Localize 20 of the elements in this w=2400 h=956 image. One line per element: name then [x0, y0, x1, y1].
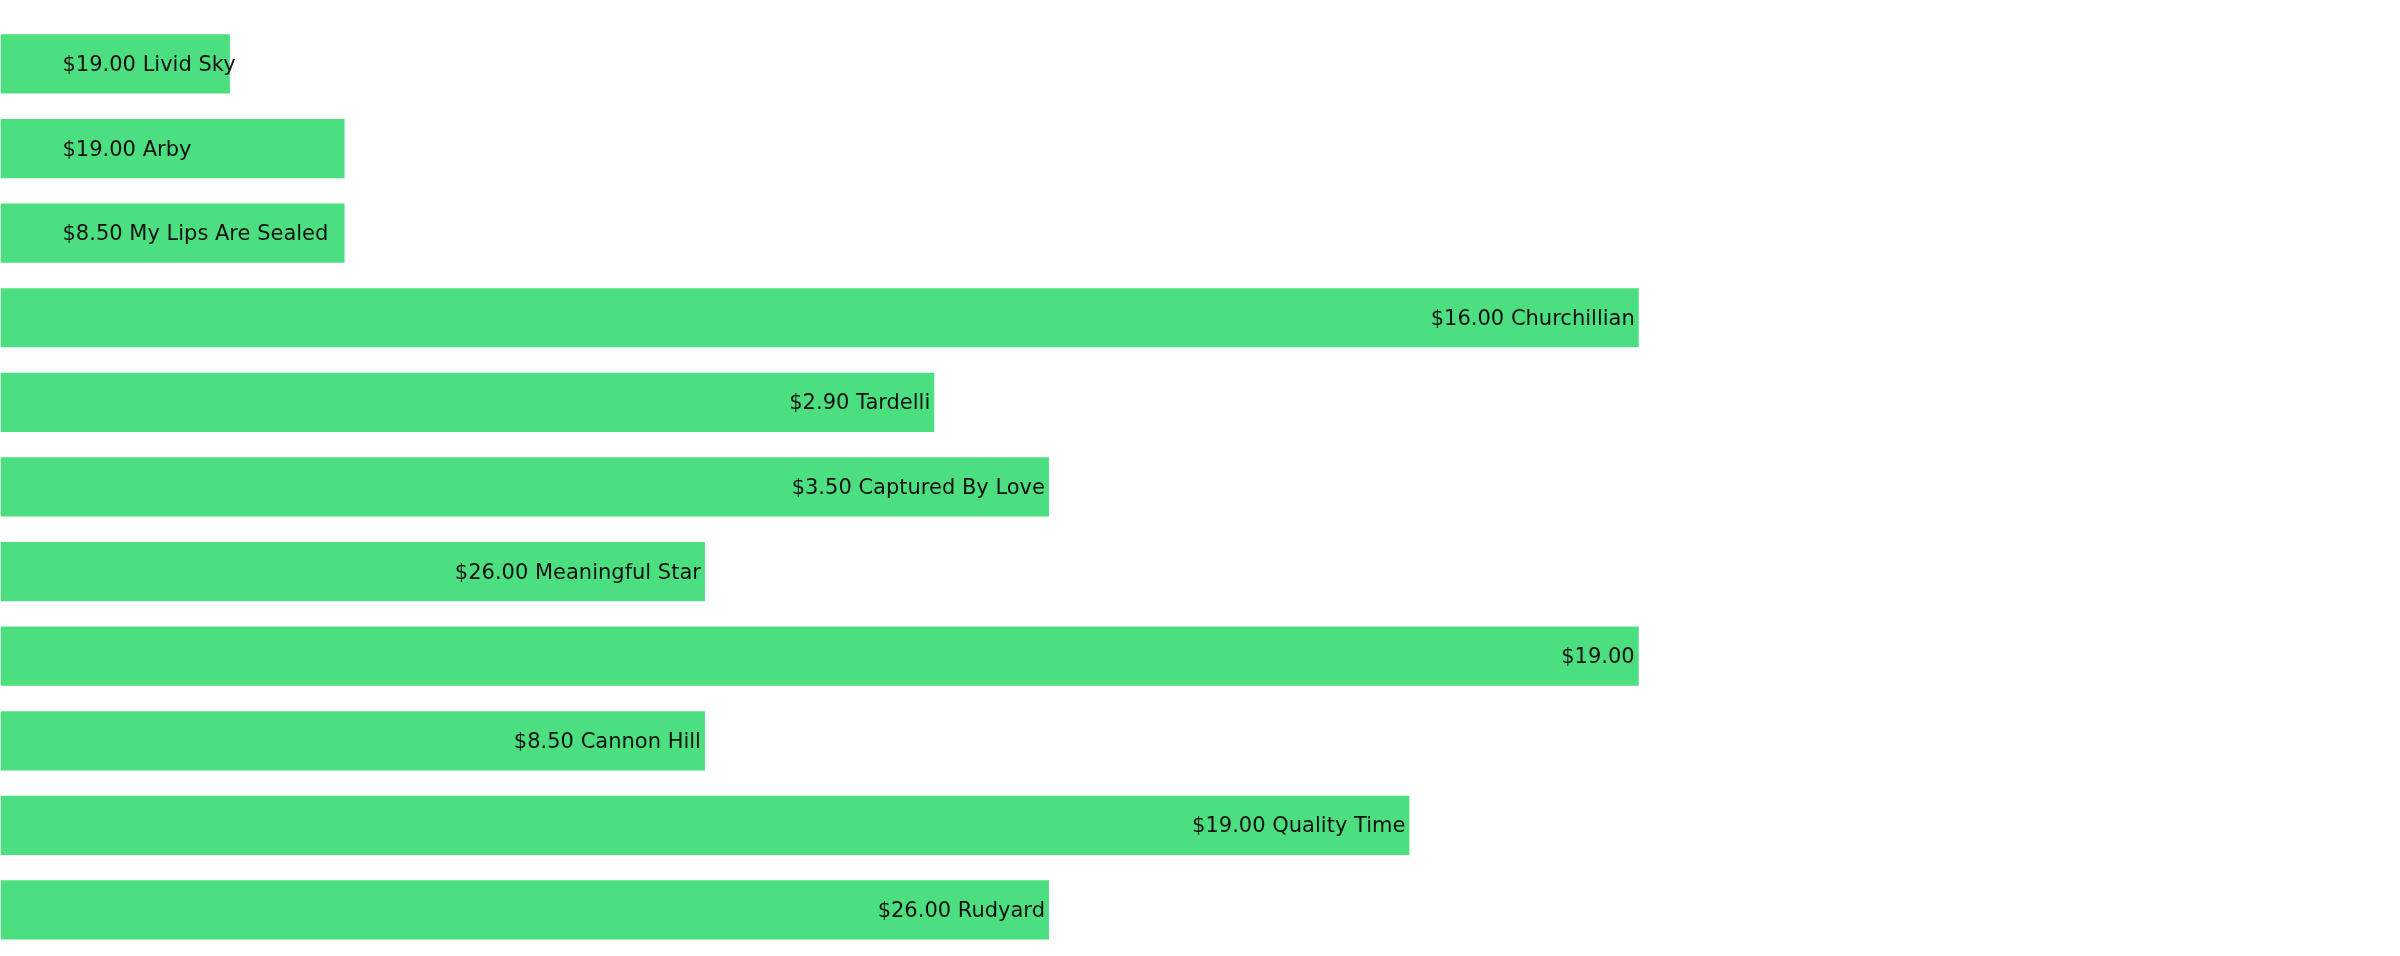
bar	[0, 288, 1639, 348]
y-tick-label: $19.00 Quality Time	[1192, 813, 1406, 838]
bar	[0, 372, 935, 432]
bar	[0, 118, 345, 179]
bar	[0, 457, 1049, 517]
y-tick-label: $19.00 Arby	[62, 136, 192, 161]
bar	[0, 880, 1049, 940]
y-tick-label: $19.00	[1561, 644, 1635, 669]
y-tick-label: $8.50 My Lips Are Sealed	[62, 221, 329, 246]
y-tick-label: $8.50 Cannon Hill	[513, 728, 701, 753]
bar	[0, 795, 1410, 855]
y-tick-label: $2.90 Tardelli	[789, 390, 931, 415]
bar	[0, 541, 705, 602]
bar	[0, 711, 705, 771]
bar	[0, 626, 1639, 686]
y-tick-label: $3.50 Captured By Love	[791, 474, 1045, 499]
y-tick-label: $16.00 Churchillian	[1430, 305, 1635, 330]
bar	[0, 203, 345, 263]
y-tick-label: $26.00 Meaningful Star	[454, 559, 702, 584]
y-tick-label: $26.00 Rudyard	[877, 897, 1045, 922]
